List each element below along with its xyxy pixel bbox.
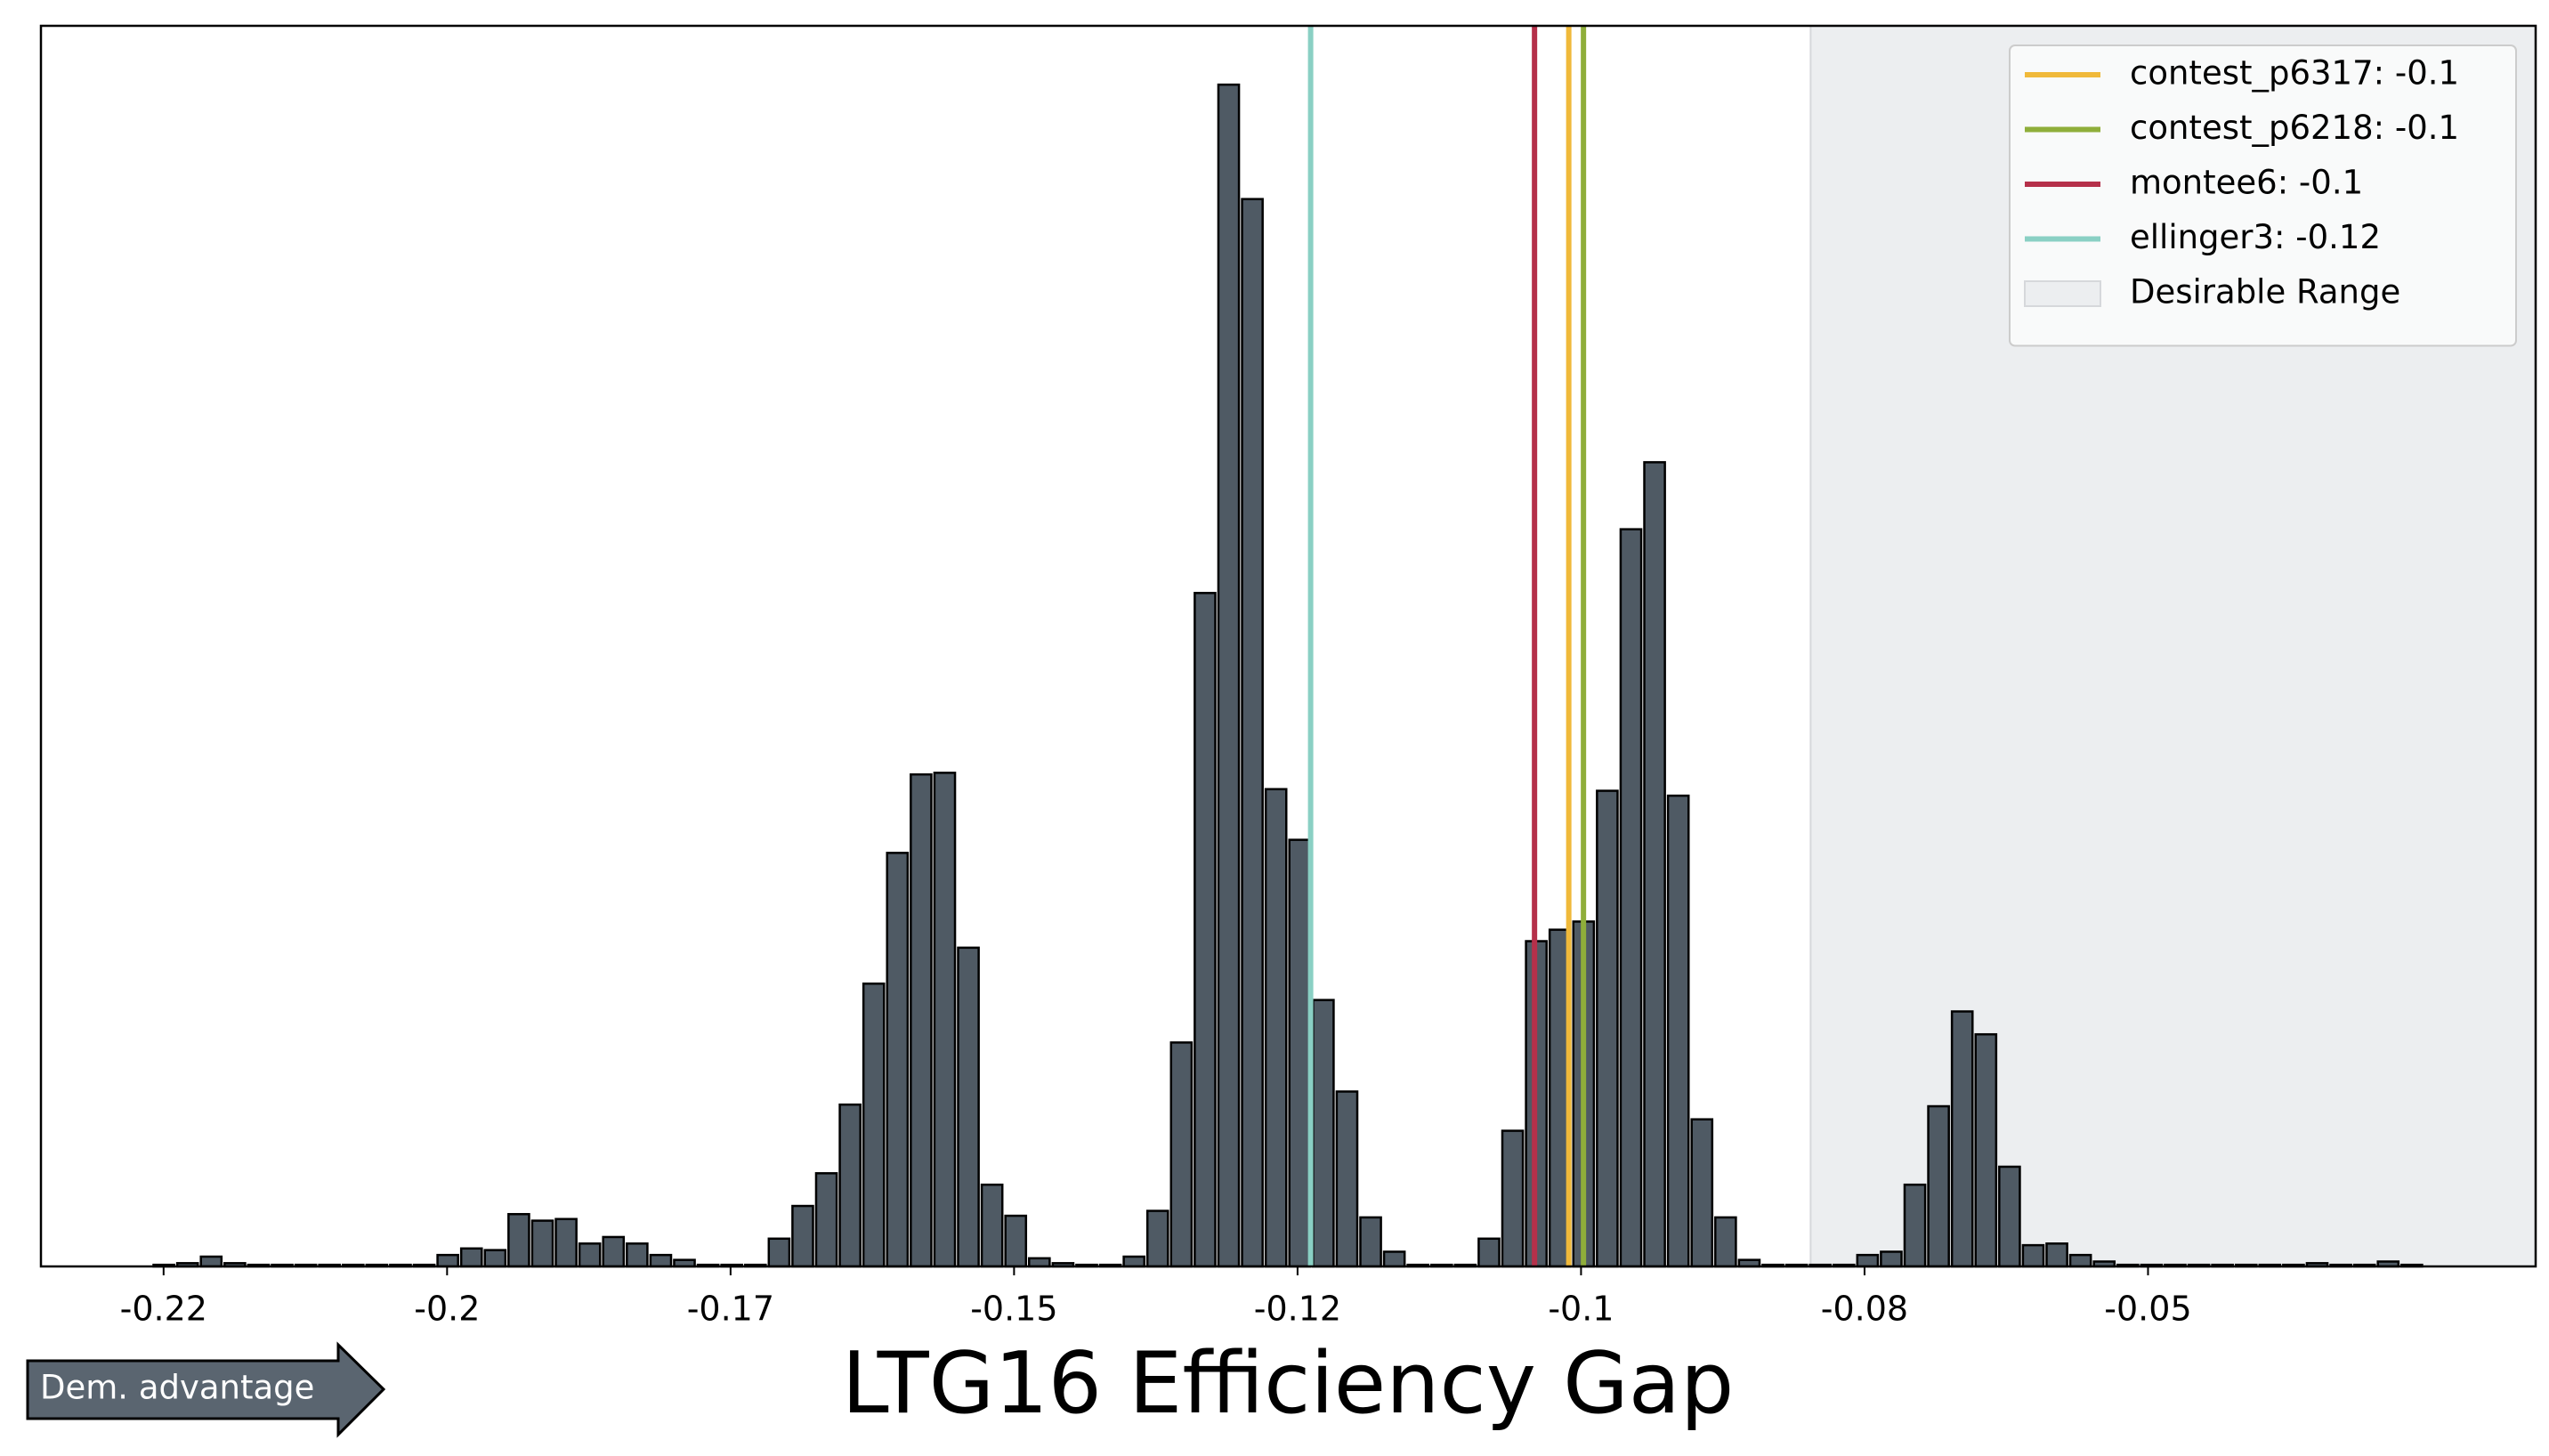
bar [1974, 1032, 1998, 1268]
bar [2068, 1253, 2092, 1268]
bar [626, 1242, 649, 1268]
bar [1927, 1104, 1950, 1268]
bar [1596, 789, 1619, 1268]
bar [2021, 1243, 2045, 1268]
x-tick-label: -0.22 [120, 1290, 207, 1329]
bar [1382, 1250, 1406, 1268]
bar [530, 1219, 554, 1268]
legend-swatch [2024, 280, 2101, 307]
bar [1619, 528, 1643, 1268]
bar [791, 1204, 814, 1268]
x-tick-label: -0.08 [1821, 1290, 1908, 1329]
bar [554, 1217, 578, 1268]
bar [1312, 999, 1335, 1268]
legend-label: contest_p6317: -0.1 [2130, 54, 2459, 93]
bar [1359, 1216, 1382, 1268]
annotation-arrow [26, 1341, 386, 1438]
x-tick-label: -0.12 [1254, 1290, 1341, 1329]
bar [838, 1103, 862, 1268]
bar [1666, 794, 1690, 1268]
bar [1194, 592, 1217, 1268]
bar [1998, 1165, 2021, 1268]
bar [602, 1235, 626, 1268]
bar [1288, 838, 1312, 1268]
bar [1028, 1257, 1051, 1268]
bar [1335, 1090, 1359, 1268]
x-tick-label: -0.05 [2104, 1290, 2191, 1329]
bar [980, 1183, 1004, 1268]
bar [459, 1247, 483, 1268]
bar [910, 772, 933, 1268]
legend-label: ellinger3: -0.12 [2130, 218, 2381, 256]
bar [1004, 1214, 1028, 1268]
bar [886, 852, 910, 1268]
bar [436, 1253, 459, 1268]
bar [649, 1253, 673, 1268]
bar [507, 1212, 530, 1268]
legend-label: contest_p6218: -0.1 [2130, 109, 2459, 147]
bar [1122, 1255, 1145, 1268]
bar [1856, 1253, 1880, 1268]
bar [1477, 1237, 1501, 1268]
plot-frame [39, 24, 2537, 1268]
bar [1169, 1041, 1194, 1268]
bar [483, 1249, 507, 1268]
bar [1145, 1209, 1169, 1268]
bar [2045, 1242, 2068, 1268]
bar [862, 983, 886, 1268]
bar [1880, 1250, 1903, 1268]
x-tick-label: -0.15 [970, 1290, 1057, 1329]
bar [1903, 1183, 1927, 1268]
bar [1643, 461, 1666, 1268]
legend-label: montee6: -0.1 [2130, 164, 2363, 202]
bar [1264, 788, 1288, 1268]
annotation: Dem. advantage [40, 1369, 314, 1407]
bar [767, 1237, 791, 1268]
x-tick-label: -0.17 [687, 1290, 774, 1329]
x-tick-label: -0.1 [1548, 1290, 1614, 1329]
bar [1714, 1216, 1737, 1268]
bar [199, 1255, 223, 1268]
bar [1217, 83, 1241, 1268]
legend-label: Desirable Range [2130, 273, 2400, 311]
x-tick-label: -0.2 [414, 1290, 480, 1329]
bar [814, 1172, 838, 1268]
bar [957, 946, 980, 1268]
bar [1501, 1129, 1525, 1268]
x-axis-title: LTG16 Efficiency Gap [842, 1335, 1735, 1433]
bar [933, 772, 957, 1268]
legend-box [2009, 44, 2517, 347]
bar [1690, 1118, 1714, 1268]
bar [578, 1242, 602, 1268]
bar [1950, 1010, 1974, 1268]
bar [1241, 198, 1264, 1268]
